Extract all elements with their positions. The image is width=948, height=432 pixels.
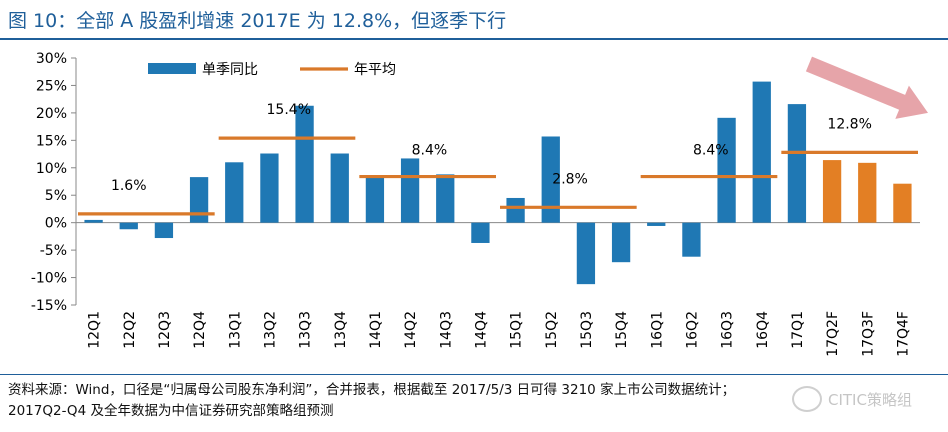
footer-rule bbox=[0, 374, 948, 375]
bar-16Q1 bbox=[647, 222, 666, 226]
x-tick-label: 17Q3F bbox=[860, 311, 876, 357]
legend-label-bar: 单季同比 bbox=[202, 62, 258, 78]
y-tick-label: 20% bbox=[36, 106, 67, 122]
y-tick-label: -15% bbox=[31, 298, 67, 314]
x-tick-label: 17Q4F bbox=[895, 311, 911, 357]
y-tick-label: 30% bbox=[36, 51, 67, 67]
bar-14Q4 bbox=[471, 222, 490, 243]
bar-13Q2 bbox=[260, 153, 279, 223]
bar-14Q3 bbox=[436, 174, 455, 223]
x-tick-label: 14Q1 bbox=[368, 311, 384, 349]
bar-13Q3 bbox=[295, 105, 314, 223]
bar-15Q4 bbox=[611, 222, 631, 263]
legend-label-line: 年平均 bbox=[354, 62, 396, 78]
legend-swatch-bar bbox=[148, 63, 196, 74]
x-tick-label: 17Q2F bbox=[825, 311, 841, 357]
bar-14Q2 bbox=[400, 158, 420, 223]
bar-16Q2 bbox=[682, 222, 701, 257]
source-note-line-2: 2017Q2-Q4 及全年数据为中信证券研究部策略组预测 bbox=[8, 403, 334, 419]
bar-12Q2 bbox=[119, 222, 138, 230]
bar-15Q2 bbox=[541, 136, 560, 223]
x-tick-label: 14Q4 bbox=[473, 311, 489, 349]
bar-13Q4 bbox=[330, 153, 349, 223]
trend-arrow-icon bbox=[805, 56, 928, 119]
bar-15Q3 bbox=[576, 222, 596, 285]
source-note-line-1: 资料来源：Wind，口径是“归属母公司股东净利润”，合并报表，根据截至 2017… bbox=[8, 382, 736, 398]
bar-17Q3F bbox=[858, 162, 877, 223]
y-tick-label: 25% bbox=[36, 78, 67, 94]
x-tick-label: 13Q4 bbox=[333, 311, 349, 349]
bar-12Q4 bbox=[189, 177, 209, 223]
x-tick-label: 17Q1 bbox=[790, 311, 806, 349]
y-tick-label: 5% bbox=[45, 188, 67, 204]
source-note: 资料来源：Wind，口径是“归属母公司股东净利润”，合并报表，根据截至 2017… bbox=[8, 380, 942, 422]
figure-title: 图 10：全部 A 股盈利增速 2017E 为 12.8%，但逐季下行 bbox=[8, 10, 507, 32]
x-tick-label: 16Q1 bbox=[649, 311, 665, 349]
bar-17Q1 bbox=[787, 104, 807, 223]
bar-17Q2F bbox=[822, 160, 842, 223]
avg-label: 12.8% bbox=[827, 116, 871, 132]
avg-label: 1.6% bbox=[111, 178, 147, 194]
bar-16Q3 bbox=[717, 117, 736, 223]
bar-12Q1 bbox=[84, 219, 103, 223]
x-tick-label: 13Q3 bbox=[298, 311, 314, 349]
bar-layer bbox=[84, 81, 912, 285]
x-tick-label: 13Q2 bbox=[262, 311, 278, 349]
avg-label: 8.4% bbox=[693, 143, 729, 159]
x-tick-label: 14Q2 bbox=[403, 311, 419, 349]
legend-layer: 单季同比 年平均 bbox=[148, 62, 396, 78]
x-tick-label: 16Q4 bbox=[755, 311, 771, 349]
x-tick-label: 12Q1 bbox=[87, 311, 103, 349]
axis-layer: -15% -10% -5% 0% 5% 10% 15% 20% 25% 30% 12Q1 12Q2 12… bbox=[31, 51, 920, 357]
x-tick-label: 15Q3 bbox=[579, 311, 595, 349]
y-tick-label: -5% bbox=[40, 243, 67, 259]
avg-layer bbox=[78, 136, 918, 216]
x-tick-label: 15Q2 bbox=[544, 311, 560, 349]
x-tick-label: 15Q1 bbox=[509, 311, 525, 349]
x-tick-label: 12Q2 bbox=[122, 311, 138, 349]
avg-label: 2.8% bbox=[552, 171, 588, 187]
earnings-growth-chart: -15% -10% -5% 0% 5% 10% 15% 20% 25% 30% 12Q1 12Q2 12… bbox=[31, 51, 928, 357]
bar-16Q4 bbox=[752, 81, 771, 223]
x-tick-label: 13Q1 bbox=[227, 311, 243, 349]
label-layer: 1.6% 15.4% 8.4% 2.8% 8.4% 12.8% bbox=[111, 56, 928, 194]
avg-label: 8.4% bbox=[412, 143, 448, 159]
bar-14Q1 bbox=[365, 177, 385, 223]
y-tick-label: -10% bbox=[31, 271, 67, 287]
avg-label: 15.4% bbox=[267, 102, 311, 118]
title-rule bbox=[0, 38, 948, 40]
x-tick-label: 14Q3 bbox=[438, 311, 454, 349]
bar-13Q1 bbox=[225, 162, 244, 223]
y-tick-label: 0% bbox=[45, 216, 67, 232]
x-tick-label: 16Q2 bbox=[684, 311, 700, 349]
y-tick-label: 10% bbox=[36, 161, 67, 177]
x-tick-label: 12Q4 bbox=[192, 311, 208, 349]
bar-17Q4F bbox=[893, 183, 912, 223]
x-tick-label: 15Q4 bbox=[614, 311, 630, 349]
bar-15Q1 bbox=[506, 197, 525, 223]
y-tick-label: 15% bbox=[36, 133, 67, 149]
x-tick-label: 12Q3 bbox=[157, 311, 173, 349]
bar-12Q3 bbox=[154, 222, 174, 239]
x-tick-label: 16Q3 bbox=[720, 311, 736, 349]
